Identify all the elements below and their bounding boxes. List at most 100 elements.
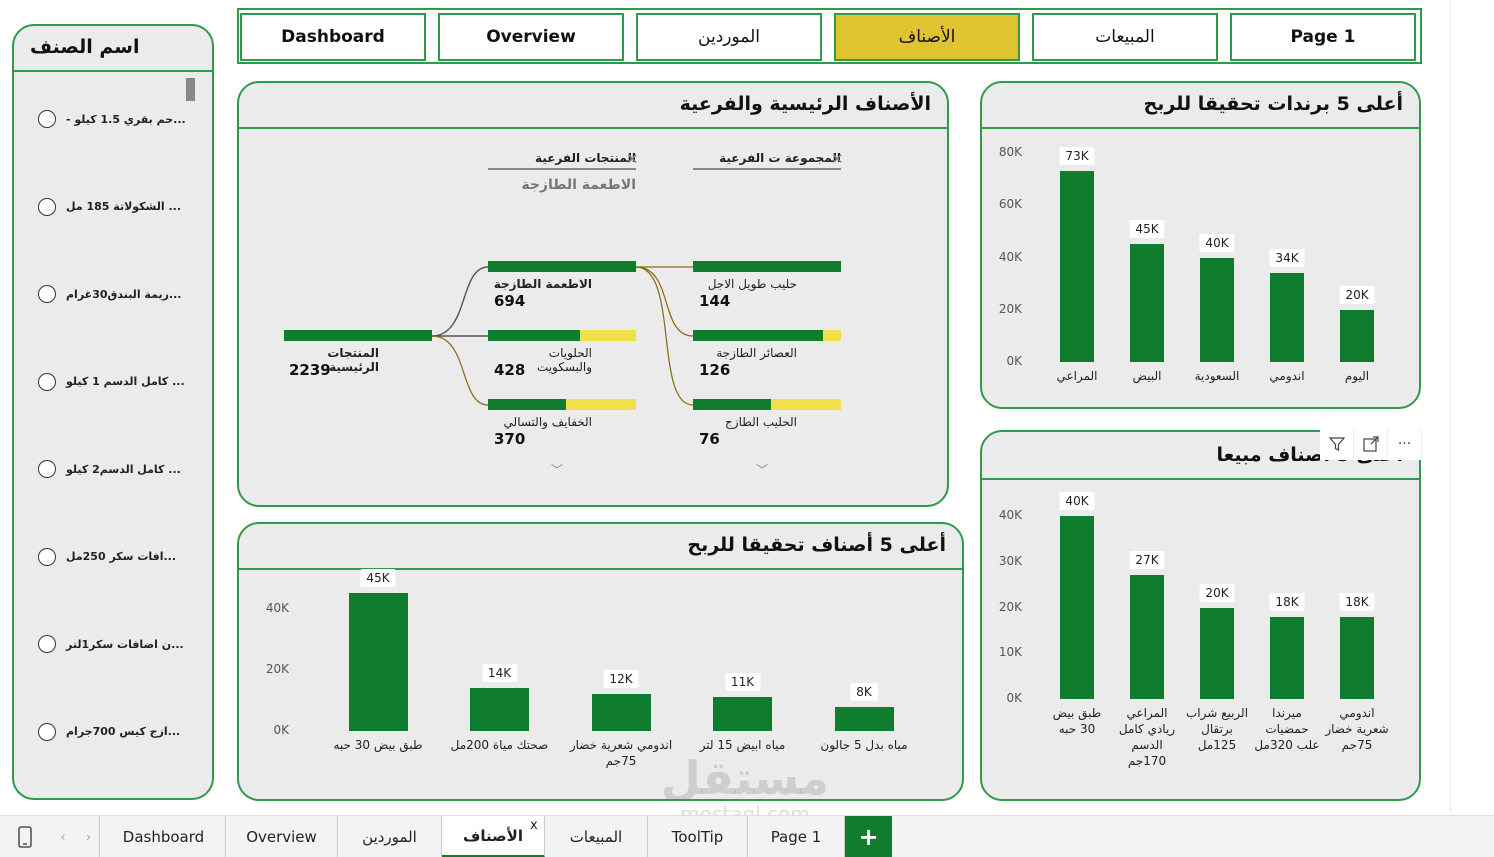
chart-bar[interactable] <box>713 697 772 731</box>
nav-sales-button[interactable]: المبيعات <box>1032 13 1218 61</box>
tree-node-bar[interactable] <box>488 330 636 341</box>
tree-column-header-1: المنتجات الفرعية ✕ <box>488 150 639 170</box>
tree-connectors <box>431 266 694 406</box>
x-tick-label: مياه ابيض 15 لتر <box>699 738 786 752</box>
x-tick-label: مياه بدل 5 جالون <box>820 738 908 752</box>
chart-bar[interactable] <box>1270 616 1304 699</box>
connector-root-3 <box>431 335 489 406</box>
chart-bar[interactable] <box>1130 244 1164 362</box>
column-header-label: المجموعة ت الفرعية <box>719 151 841 165</box>
decomposition-tree-card: الأصناف الرئيسية والفرعية المنتجات الفرع… <box>237 81 949 507</box>
tree-node-value: 694 <box>494 292 526 310</box>
chart-bar[interactable] <box>1130 575 1164 699</box>
focus-mode-icon[interactable] <box>1354 428 1388 460</box>
chart-bar[interactable] <box>1060 171 1094 362</box>
chart-bar[interactable] <box>1060 516 1094 699</box>
data-label: 11K <box>724 673 761 692</box>
y-tick-label: 40K <box>998 508 1022 522</box>
chart-bar[interactable] <box>591 694 651 731</box>
page-tab[interactable]: ToolTip <box>648 816 748 857</box>
chart-bar[interactable] <box>1340 616 1374 699</box>
radio-button[interactable] <box>38 372 56 391</box>
nav-page1-button[interactable]: Page 1 <box>1230 13 1416 61</box>
radio-button[interactable] <box>38 285 56 303</box>
nav-suppliers-button[interactable]: الموردين <box>636 13 822 61</box>
chart-bar[interactable] <box>348 593 408 731</box>
slicer-item-label: ...حم بقري 1.5 كيلو - <box>66 112 186 126</box>
x-tick-label: البيض <box>1132 369 1162 383</box>
y-tick-label: 20K <box>998 301 1022 316</box>
radio-button[interactable] <box>38 460 56 478</box>
tree-node-bar[interactable] <box>693 261 841 272</box>
chart-bar[interactable] <box>834 706 894 731</box>
tree-node-bar[interactable] <box>693 330 841 341</box>
x-tick-label: طبق بيض 30 حبه <box>1052 706 1102 736</box>
close-icon[interactable]: ✕ <box>626 150 639 168</box>
tree-node-bar[interactable] <box>488 399 636 410</box>
tree-node-bar[interactable] <box>488 261 636 272</box>
slicer-item[interactable]: ... كامل الدسم2 كيلو <box>38 460 181 478</box>
slicer-item-label: ... كامل الدسم2 كيلو <box>66 462 181 476</box>
chart-bar[interactable] <box>1200 257 1234 362</box>
slicer-item[interactable]: ...ريمة البندق30غرام <box>38 285 181 303</box>
slicer-scrollbar[interactable] <box>186 78 195 101</box>
tree-node-value: 76 <box>699 430 720 448</box>
y-tick-label: 0K <box>1006 354 1022 368</box>
more-options-icon[interactable]: ··· <box>1388 428 1422 460</box>
nav-items-button[interactable]: الأصناف <box>834 13 1020 61</box>
chart-bar[interactable] <box>1200 607 1234 699</box>
y-tick-label: 20K <box>265 661 289 676</box>
page-tab[interactable]: المبيعات <box>545 816 648 857</box>
slicer-item-label: ... كامل الدسم 1 كيلو <box>66 375 185 388</box>
radio-button[interactable] <box>38 110 56 128</box>
y-tick-label: 0K <box>1006 691 1022 705</box>
mobile-layout-icon[interactable] <box>0 816 50 857</box>
tree-root-bar[interactable] <box>284 330 432 341</box>
y-tick-label: 60K <box>998 197 1022 212</box>
x-tick-label: طبق بيض 30 حبه <box>333 738 423 752</box>
y-tick-label: 0K <box>273 723 289 737</box>
slicer-item[interactable]: ...ازج كيس 700جرام <box>38 722 180 741</box>
radio-button[interactable] <box>38 547 56 566</box>
sales-items-chart-divider <box>982 478 1419 480</box>
page-tab[interactable]: الموردين <box>338 816 442 857</box>
page-tabs-bar: ‹ › Dashboard Overview الموردين الأصناف المب… <box>0 815 1494 857</box>
tree-node-label: العصائر الطازجة <box>716 346 797 360</box>
page-tab[interactable]: Dashboard <box>102 816 226 857</box>
brands-chart-title: أعلى 5 برندات تحقيقا للربح <box>1143 93 1403 115</box>
close-icon[interactable]: ✕ <box>831 150 844 168</box>
page-tab[interactable]: Overview <box>226 816 338 857</box>
chart-bar[interactable] <box>470 688 529 731</box>
tree-node-label: الاطعمة الطازجة <box>493 277 592 291</box>
chevron-right-icon[interactable]: › <box>78 816 100 857</box>
chart-bar[interactable] <box>1340 309 1374 362</box>
nav-dashboard-button[interactable]: Dashboard <box>240 13 426 61</box>
filter-icon[interactable] <box>1320 428 1354 460</box>
add-page-button[interactable]: + <box>845 816 892 857</box>
chevron-down-icon[interactable]: ﹀ <box>756 463 769 477</box>
radio-button[interactable] <box>38 722 56 741</box>
profit-items-chart-title: أعلى 5 أصناف تحقيقا للربح <box>687 534 946 556</box>
chevron-left-icon[interactable]: ‹ <box>60 830 66 844</box>
x-tick-label: ميرندا حمضيات علب 320مل <box>1254 706 1320 752</box>
data-label: 18K <box>1269 592 1305 611</box>
x-tick-label: اندومي شعرية خضار 75جم <box>569 738 673 768</box>
page-tab[interactable]: الأصناف <box>442 816 545 857</box>
slicer-item[interactable]: ...افات سكر 250مل <box>38 547 176 566</box>
radio-button[interactable] <box>38 197 56 216</box>
y-tick-label: 10K <box>998 645 1022 660</box>
page-tab[interactable]: Page 1 <box>748 816 845 857</box>
x-tick-label: المراعي ريادي كامل الدسم 170جم <box>1118 706 1176 768</box>
x-tick-label: السعودية <box>1194 369 1240 383</box>
nav-overview-button[interactable]: Overview <box>438 13 624 61</box>
close-tab-icon[interactable]: x <box>530 818 538 833</box>
x-tick-label: الربيع شراب برتقال 125مل <box>1185 706 1249 752</box>
slicer-item[interactable]: ...حم بقري 1.5 كيلو - <box>38 110 186 128</box>
slicer-item[interactable]: ... كامل الدسم 1 كيلو <box>38 372 185 391</box>
radio-button[interactable] <box>38 635 56 653</box>
slicer-item[interactable]: ... الشكولاتة 185 مل <box>38 197 181 216</box>
chevron-down-icon[interactable]: ﹀ <box>551 463 564 477</box>
slicer-item[interactable]: ...ن اضافات سكر1لتر <box>38 635 184 653</box>
tree-node-bar[interactable] <box>693 399 841 410</box>
chart-bar[interactable] <box>1270 273 1304 362</box>
